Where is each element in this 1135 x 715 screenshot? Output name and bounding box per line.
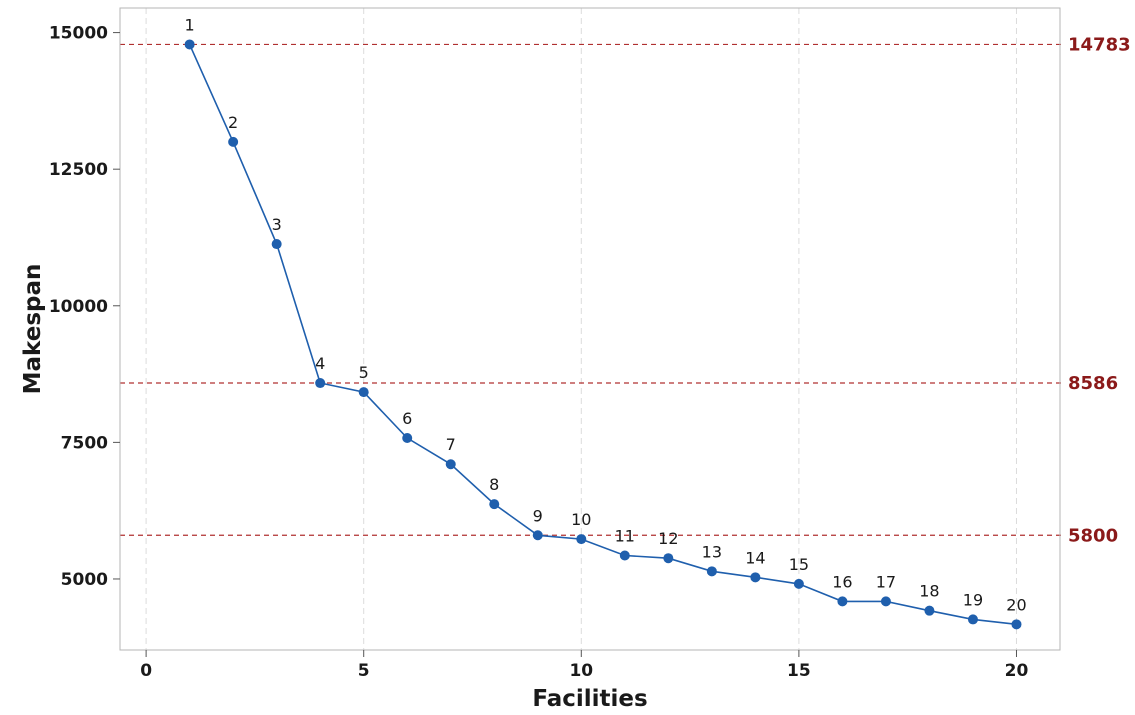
data-series [184, 39, 1022, 630]
y-tick-label: 15000 [49, 24, 108, 44]
data-point [228, 136, 239, 147]
data-point [837, 596, 848, 607]
data-point [1011, 619, 1022, 630]
data-point [750, 572, 761, 583]
data-point-label: 13 [702, 542, 722, 561]
data-point-label: 12 [658, 529, 678, 548]
data-point [358, 387, 369, 398]
reference-line-label: 14783 [1068, 34, 1131, 55]
data-point [967, 614, 978, 625]
data-point-label: 20 [1006, 595, 1026, 614]
reference-line-label: 5800 [1068, 525, 1118, 546]
axes: 0 5 10 15 20 5000 7500 10000 12500 15000 [49, 24, 1029, 681]
y-tick-label: 5000 [61, 570, 108, 590]
data-point [924, 605, 935, 616]
data-point-label: 11 [615, 526, 635, 545]
data-point-label: 8 [489, 475, 499, 494]
x-axis-title: Facilities [532, 686, 647, 712]
data-point-label: 2 [228, 113, 238, 132]
reference-line-label: 8586 [1068, 373, 1118, 394]
plot-frame [119, 7, 1061, 651]
data-point [793, 578, 804, 589]
data-point [706, 566, 717, 577]
data-point-label: 9 [533, 506, 543, 525]
x-tick-label: 5 [358, 661, 370, 681]
data-point-label: 5 [359, 363, 369, 382]
reference-labels: 14783 8586 5800 [1068, 34, 1131, 546]
data-point-label: 10 [571, 510, 591, 529]
x-tick-label: 0 [140, 661, 152, 681]
data-point-label: 19 [963, 590, 983, 609]
data-point-label: 1 [185, 15, 195, 34]
data-point [271, 239, 282, 250]
data-point [184, 39, 195, 50]
data-point [489, 499, 500, 510]
data-point-label: 6 [402, 409, 412, 428]
x-tick-label: 15 [787, 661, 811, 681]
data-point [445, 459, 456, 470]
reference-lines [120, 43, 1064, 536]
data-point-label: 3 [272, 215, 282, 234]
data-point [532, 530, 543, 541]
y-tick-label: 7500 [61, 433, 108, 453]
y-tick-label: 12500 [49, 160, 108, 180]
data-point-label: 16 [832, 572, 852, 591]
data-point [576, 534, 587, 545]
y-axis-title: Makespan [20, 264, 46, 395]
x-tick-label: 20 [1005, 661, 1029, 681]
data-point-label: 14 [745, 548, 765, 567]
grid-lines [145, 8, 1017, 650]
data-point [880, 596, 891, 607]
data-point-label: 15 [789, 555, 809, 574]
data-point-label: 18 [919, 582, 939, 601]
series-line [188, 44, 1017, 626]
data-point [315, 378, 326, 389]
x-tick-label: 10 [569, 661, 593, 681]
data-point-label: 17 [876, 572, 896, 591]
data-point [663, 553, 674, 564]
data-point-label: 7 [446, 435, 456, 454]
data-point-label: 4 [315, 354, 325, 373]
data-point [619, 550, 630, 561]
y-tick-label: 10000 [49, 297, 108, 317]
data-point [402, 433, 413, 444]
